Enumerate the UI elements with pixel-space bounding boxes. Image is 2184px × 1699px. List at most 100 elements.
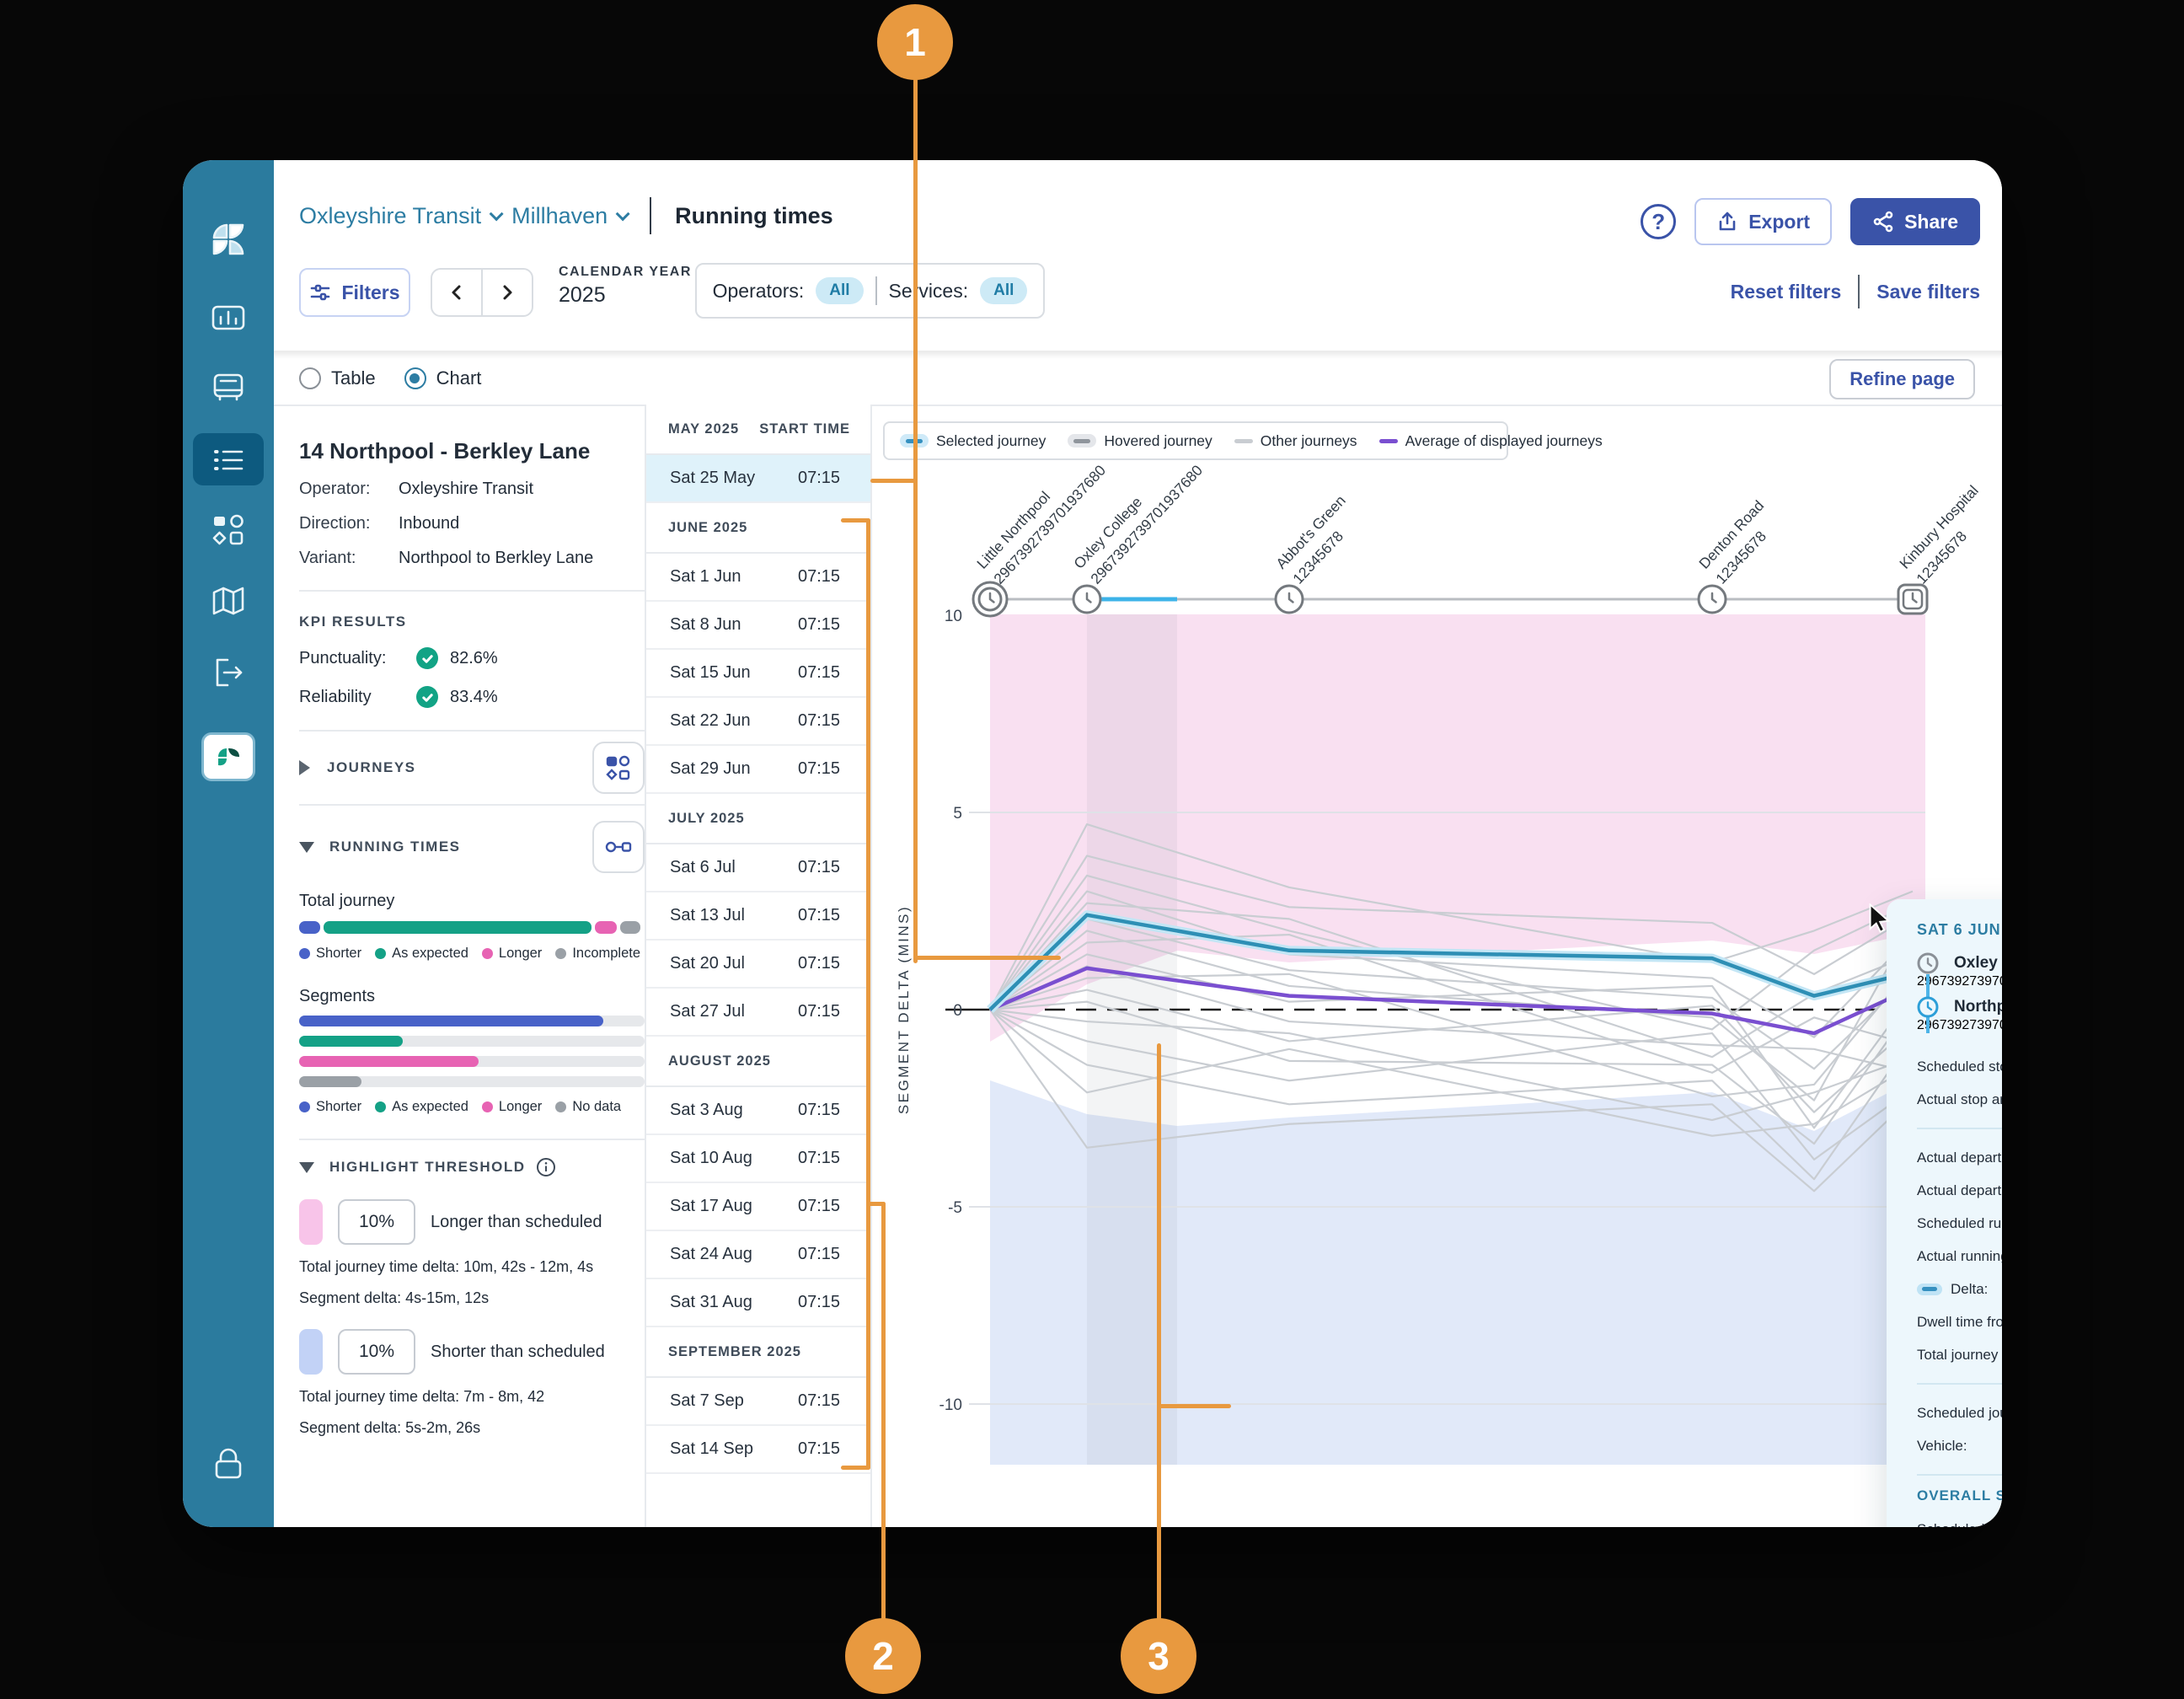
journey-date: Sat 1 Jun <box>670 567 741 586</box>
svg-text:0: 0 <box>953 1002 962 1020</box>
journeys-settings-button[interactable] <box>592 742 645 794</box>
journey-date-row[interactable]: Sat 15 Jun 07:15 <box>646 650 870 698</box>
legend-dot-icon <box>299 1101 310 1112</box>
callout-1-line <box>870 478 918 483</box>
segment-tooltip: SAT 6 JUN 2025 Oxley College 2967392739701… <box>1887 899 2002 1527</box>
journey-date-row[interactable]: Sat 13 Jul 07:15 <box>646 892 870 941</box>
journey-date-row[interactable]: Sat 31 Aug 07:15 <box>646 1279 870 1327</box>
tooltip-stop-text: Oxley College <box>1954 952 2002 974</box>
date-section-header: AUGUST 2025 <box>646 1037 870 1087</box>
svg-text:-5: -5 <box>948 1199 962 1217</box>
sidebar-item-lock-icon[interactable] <box>208 1443 249 1483</box>
logo-icon[interactable] <box>208 219 249 260</box>
tooltip-label-text: Scheduled running time: <box>1917 1521 2002 1528</box>
scope-divider <box>875 276 877 305</box>
svg-text:SEGMENT DELTA (MINS): SEGMENT DELTA (MINS) <box>896 905 912 1114</box>
filters-button[interactable]: Filters <box>299 268 410 317</box>
journey-date-row[interactable]: Sat 20 Jul 07:15 <box>646 941 870 989</box>
next-period-button[interactable] <box>483 270 532 315</box>
sidebar-item-shapes-icon[interactable] <box>208 510 249 550</box>
segment-link-icon <box>605 841 632 853</box>
breadcrumb-network[interactable]: Millhaven <box>511 203 630 229</box>
journey-date: Sat 27 Jul <box>670 1002 745 1021</box>
legend-chip-label: Longer <box>498 1099 543 1114</box>
chevron-down-icon <box>489 206 504 222</box>
legend-chip-label: No data <box>572 1099 622 1114</box>
threshold-input[interactable] <box>338 1329 415 1375</box>
check-icon <box>416 686 438 708</box>
legend-chip: Longer <box>481 946 542 962</box>
segment-bars <box>299 1016 645 1087</box>
field-value: Oxleyshire Transit <box>399 480 534 498</box>
info-icon[interactable] <box>536 1157 556 1177</box>
journey-date-row[interactable]: Sat 6 Jul 07:15 <box>646 844 870 892</box>
running-times-section-header[interactable]: RUNNING TIMES <box>299 821 645 873</box>
share-button[interactable]: Share <box>1850 198 1980 245</box>
sidebar-item-map-icon[interactable] <box>208 581 249 621</box>
breadcrumb-operator[interactable]: Oxleyshire Transit <box>299 203 504 229</box>
route-field-operator: Operator: Oxleyshire Transit <box>299 480 645 499</box>
tooltip-stop-name: Northpool Pavilion <box>1954 998 2002 1016</box>
journeys-section-header[interactable]: JOURNEYS <box>299 742 645 794</box>
tooltip-label-text: Vehicle: <box>1917 1437 1967 1454</box>
journey-start-time: 07:15 <box>798 954 841 973</box>
journey-date: Sat 25 May <box>670 469 756 487</box>
chart-legend-item[interactable]: Hovered journey <box>1068 432 1212 450</box>
journey-date-row[interactable]: Sat 1 Jun 07:15 <box>646 554 870 602</box>
running-times-chart[interactable]: Little Northpool2967392739701937680Oxley… <box>876 405 2002 1492</box>
journey-date-row[interactable]: Sat 29 Jun 07:15 <box>646 746 870 794</box>
tooltip-row: Delta:-4 secs <box>1917 1273 2002 1305</box>
sidebar-item-sign-out-icon[interactable] <box>208 652 249 693</box>
app-tile-icon[interactable] <box>201 732 255 781</box>
svg-text:-10: -10 <box>939 1396 962 1414</box>
tooltip-stop: Northpool Pavilion <box>1917 996 2002 1018</box>
radio-chart[interactable]: Chart <box>404 367 481 389</box>
journey-date: Sat 10 Aug <box>670 1149 752 1167</box>
save-filters-link[interactable]: Save filters <box>1876 280 1980 303</box>
calendar-period-value: 2025 <box>559 283 606 307</box>
journey-date-row[interactable]: Sat 14 Sep 07:15 <box>646 1426 870 1474</box>
threshold-input[interactable] <box>338 1199 415 1245</box>
tooltip-row-label: Vehicle: <box>1917 1438 2002 1455</box>
sidebar-item-bar-chart-icon[interactable] <box>208 297 249 338</box>
tooltip-row: Scheduled running time:7 mins - 9 mins <box>1917 1513 2002 1528</box>
sidebar-item-list-icon[interactable] <box>208 440 249 480</box>
content-divider <box>274 405 2002 406</box>
refine-page-button[interactable]: Refine page <box>1829 359 1975 399</box>
help-button[interactable]: ? <box>1641 204 1677 239</box>
date-section-header: SEPTEMBER 2025 <box>646 1327 870 1378</box>
journey-date-row[interactable]: Sat 17 Aug 07:15 <box>646 1183 870 1231</box>
chart-legend-item[interactable]: Average of displayed journeys <box>1378 432 1603 450</box>
delta-blue-swatch-icon <box>1917 1283 1942 1295</box>
date-section-header: JUNE 2025 <box>646 503 870 554</box>
threshold-section-header[interactable]: HIGHLIGHT THRESHOLD <box>299 1157 645 1177</box>
tooltip-stop-id: 2967392739701937680 <box>1917 1018 2002 1032</box>
prev-period-button[interactable] <box>432 270 483 315</box>
export-button[interactable]: Export <box>1694 198 1833 245</box>
running-times-link-button[interactable] <box>592 821 645 873</box>
scope-filter[interactable]: Operators: All Services: All <box>695 263 1045 319</box>
total-bar-segment <box>324 921 592 934</box>
reset-filters-link[interactable]: Reset filters <box>1730 280 1842 303</box>
sidebar-item-bus-icon[interactable] <box>208 367 249 408</box>
journey-date-row[interactable]: Sat 24 Aug 07:15 <box>646 1231 870 1279</box>
callout-2-line <box>840 1465 870 1470</box>
journey-date-row[interactable]: Sat 8 Jun 07:15 <box>646 602 870 650</box>
chart-legend-item[interactable]: Other journeys <box>1234 432 1357 450</box>
total-bar-segment <box>595 921 618 934</box>
journey-date-row[interactable]: Sat 7 Sep 07:15 <box>646 1378 870 1426</box>
radio-table[interactable]: Table <box>299 367 376 389</box>
legend-chip: Shorter <box>299 1099 361 1115</box>
journey-date-row[interactable]: Sat 10 Aug 07:15 <box>646 1135 870 1183</box>
journey-date-row[interactable]: Sat 25 May 07:15 <box>646 455 870 503</box>
journey-date: Sat 31 Aug <box>670 1293 752 1311</box>
journey-date-row[interactable]: Sat 22 Jun 07:15 <box>646 698 870 746</box>
journey-start-time: 07:15 <box>798 1149 841 1167</box>
tooltip-stop-name: Oxley College <box>1954 954 2002 972</box>
legend-chip: As expected <box>375 946 468 962</box>
journey-date-row[interactable]: Sat 27 Jul 07:15 <box>646 989 870 1037</box>
journey-date-row[interactable]: Sat 3 Aug 07:15 <box>646 1087 870 1135</box>
